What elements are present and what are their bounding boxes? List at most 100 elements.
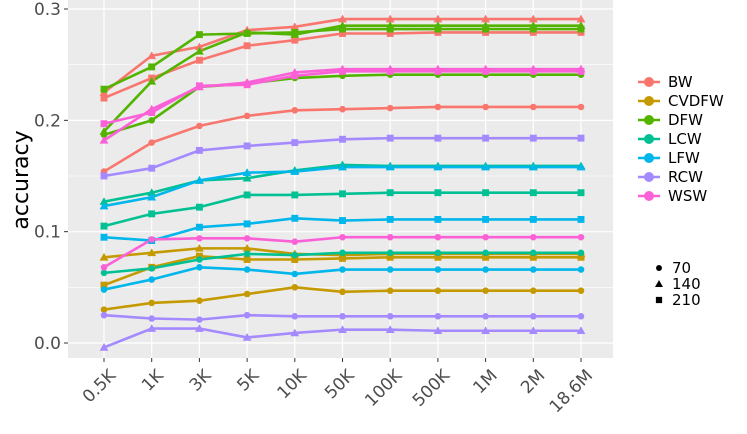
data-point-wsw-210 <box>339 67 346 75</box>
data-point-rcw-70 <box>386 313 394 320</box>
legend-key-marker <box>644 115 654 125</box>
data-point-dfw-210 <box>291 28 299 36</box>
data-point-wsw-70 <box>148 236 155 243</box>
data-point-rcw-140 <box>194 324 204 332</box>
data-point-rcw-70 <box>100 311 108 319</box>
x-tick-label: 500K <box>409 365 455 411</box>
data-point-wsw-210 <box>577 67 585 75</box>
data-point-lfw-140 <box>385 162 395 171</box>
data-point-rcw-140 <box>385 325 395 333</box>
legend-shape-square <box>655 296 663 304</box>
data-point-bw-70 <box>291 107 299 114</box>
data-point-dfw-140 <box>147 76 157 85</box>
legend-label-lfw: LFW <box>668 149 700 167</box>
data-point-bw-210 <box>386 30 394 37</box>
data-point-bw-140 <box>481 14 491 23</box>
data-point-rcw-210 <box>577 134 585 142</box>
data-point-rcw-70 <box>530 313 537 320</box>
data-point-cvdfw-210 <box>291 256 299 263</box>
data-point-lfw-140 <box>290 167 300 175</box>
data-point-rcw-140 <box>481 326 491 335</box>
data-point-bw-140 <box>385 14 395 23</box>
data-point-lfw-70 <box>291 270 299 278</box>
data-point-lcw-70 <box>434 249 442 257</box>
y-tick-label: 0.3 <box>34 0 61 20</box>
data-point-rcw-210 <box>386 134 394 142</box>
data-point-rcw-70 <box>339 313 346 320</box>
data-point-cvdfw-210 <box>243 256 251 263</box>
data-point-cvdfw-70 <box>339 288 346 296</box>
data-point-lcw-210 <box>100 222 108 230</box>
data-point-lfw-70 <box>577 266 585 273</box>
series-markers <box>99 14 586 351</box>
data-point-bw-140 <box>290 22 300 31</box>
data-point-dfw-210 <box>339 25 346 33</box>
data-point-lfw-140 <box>99 201 109 210</box>
data-point-bw-210 <box>195 56 203 64</box>
data-point-bw-210 <box>243 42 251 50</box>
data-point-cvdfw-70 <box>530 287 537 294</box>
data-point-bw-140 <box>433 14 443 23</box>
data-point-bw-140 <box>147 51 157 60</box>
data-point-rcw-210 <box>195 146 203 154</box>
data-point-wsw-70 <box>100 264 108 271</box>
data-point-wsw-70 <box>339 233 346 241</box>
data-point-rcw-70 <box>434 313 442 320</box>
legend-key-marker <box>644 134 654 144</box>
data-point-cvdfw-70 <box>196 297 203 304</box>
data-point-cvdfw-70 <box>243 290 251 298</box>
data-point-lcw-140 <box>147 188 157 197</box>
data-point-bw-70 <box>482 103 489 111</box>
data-point-lcw-210 <box>291 191 299 199</box>
data-point-wsw-70 <box>482 233 489 241</box>
data-point-lfw-70 <box>100 286 108 293</box>
data-point-lfw-210 <box>243 220 251 228</box>
data-point-dfw-210 <box>386 25 394 33</box>
data-point-wsw-210 <box>243 81 251 89</box>
data-point-bw-70 <box>339 105 346 113</box>
data-point-wsw-210 <box>100 120 108 128</box>
data-point-wsw-70 <box>386 233 394 241</box>
data-point-cvdfw-210 <box>195 252 203 260</box>
data-point-wsw-70 <box>196 235 203 242</box>
data-point-bw-70 <box>148 139 155 146</box>
x-tick-label: 3K <box>186 365 216 395</box>
data-point-dfw-210 <box>195 31 203 39</box>
data-point-rcw-140 <box>147 324 157 332</box>
data-point-rcw-70 <box>243 311 251 319</box>
data-point-lcw-210 <box>339 190 346 198</box>
data-point-wsw-210 <box>291 72 299 80</box>
data-point-rcw-140 <box>576 326 586 335</box>
x-tick-label: 100K <box>361 365 407 411</box>
legend-label-rcw: RCW <box>668 168 703 186</box>
data-point-lfw-140 <box>242 168 252 176</box>
data-point-bw-70 <box>243 112 251 120</box>
data-point-lcw-210 <box>386 189 394 197</box>
data-point-lcw-70 <box>291 251 299 259</box>
legend-label-cvdfw: CVDFW <box>668 92 724 110</box>
data-point-lfw-140 <box>194 176 204 184</box>
y-tick-label: 0.0 <box>34 334 61 354</box>
data-point-lcw-70 <box>482 249 489 257</box>
data-point-wsw-70 <box>434 233 442 241</box>
data-point-cvdfw-210 <box>386 253 394 261</box>
data-point-lfw-210 <box>339 217 346 224</box>
data-point-lfw-140 <box>576 162 586 171</box>
data-point-lfw-210 <box>482 215 490 223</box>
data-point-dfw-70 <box>148 117 155 124</box>
data-point-cvdfw-140 <box>99 252 109 261</box>
data-point-rcw-210 <box>529 134 537 142</box>
data-point-cvdfw-210 <box>482 253 490 261</box>
legend-shape-circle <box>656 265 662 271</box>
data-point-dfw-210 <box>577 25 585 33</box>
data-point-lcw-70 <box>577 249 585 257</box>
data-point-bw-210 <box>339 30 346 37</box>
data-point-bw-140 <box>576 14 586 23</box>
data-point-cvdfw-70 <box>291 284 299 291</box>
data-point-lfw-140 <box>528 162 538 171</box>
data-point-lfw-210 <box>434 215 442 223</box>
x-tick-label: 0.5K <box>79 365 121 407</box>
data-point-lcw-70 <box>100 269 108 277</box>
legend-key-marker <box>644 172 654 182</box>
data-point-rcw-70 <box>291 313 299 320</box>
